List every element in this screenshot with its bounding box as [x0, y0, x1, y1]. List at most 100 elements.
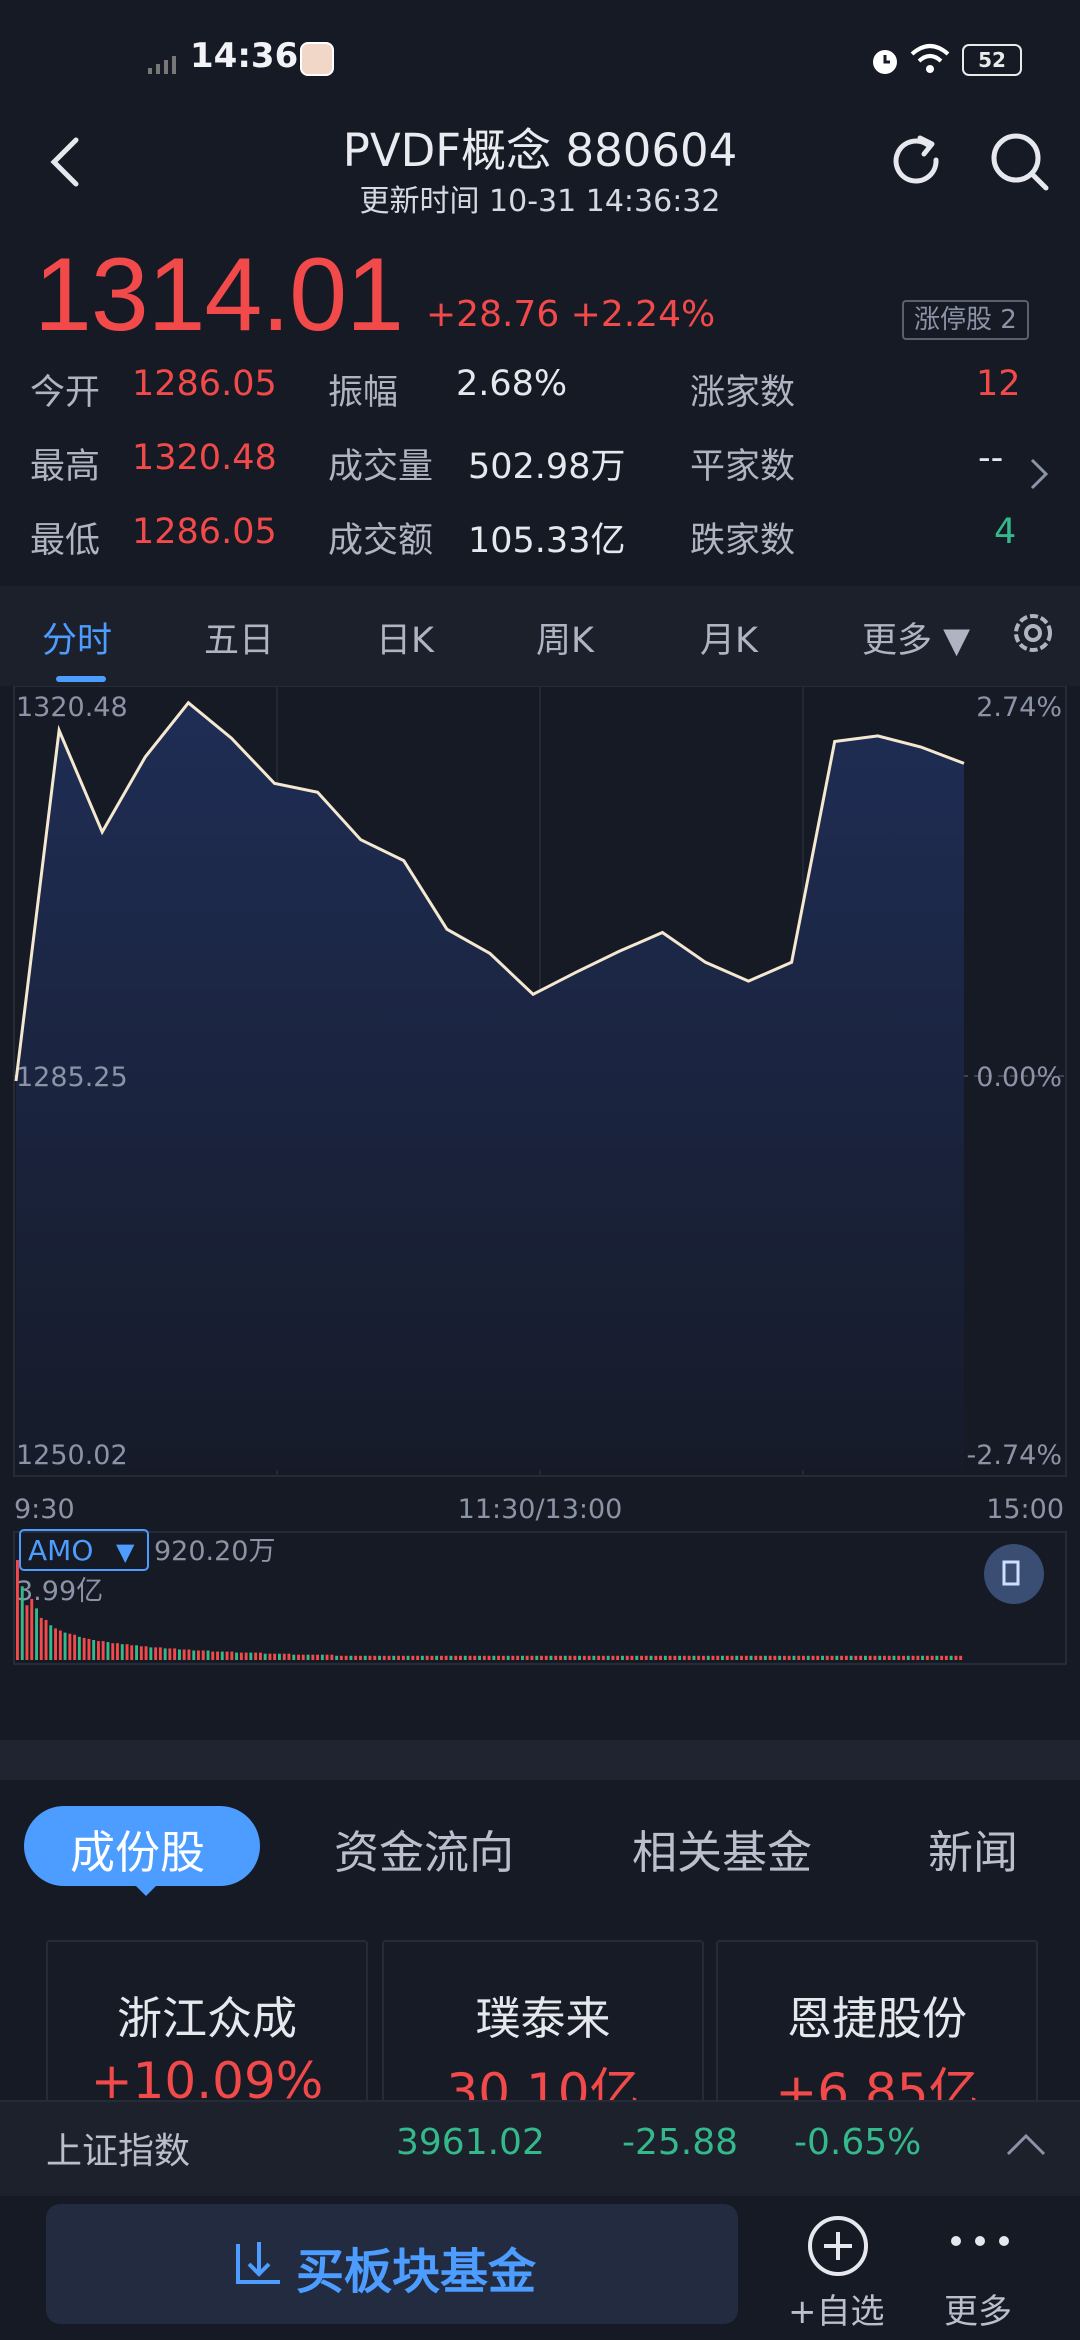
stock-card[interactable]: 浙江众成 +10.09%: [46, 1940, 368, 2102]
volume-bar: [811, 1655, 815, 1660]
volume-bar: [311, 1654, 315, 1660]
avatar-icon: [300, 42, 334, 76]
rotate-screen-icon[interactable]: [984, 1544, 1044, 1604]
volume-bar: [659, 1655, 662, 1660]
volume-bar: [625, 1655, 629, 1660]
volume-bar: [740, 1655, 743, 1660]
volume-bar: [959, 1655, 963, 1660]
volume-bar: [397, 1655, 400, 1660]
volume-bar: [192, 1650, 196, 1660]
price-axis-top: 1320.48: [16, 692, 128, 723]
limit-up-badge[interactable]: 涨停股 2: [902, 300, 1029, 340]
volume-bar: [406, 1655, 410, 1660]
time-label-open: 9:30: [14, 1494, 75, 1525]
search-icon[interactable]: [988, 130, 1052, 194]
volume-bar: [130, 1645, 134, 1660]
volume-bar: [268, 1653, 272, 1660]
add-watchlist-icon[interactable]: [806, 2214, 870, 2278]
volume-bar: [930, 1655, 934, 1660]
volume-bar: [582, 1655, 586, 1660]
volume-bar: [840, 1655, 843, 1660]
volume-bar: [278, 1653, 281, 1660]
volume-bar: [873, 1655, 877, 1660]
index-name: 上证指数: [46, 2131, 191, 2172]
volume-bar: [802, 1655, 805, 1660]
volume-bar: [139, 1646, 143, 1660]
volume-bar: [292, 1654, 296, 1660]
volume-bar: [239, 1652, 243, 1660]
stock-value: 30.10亿: [446, 2063, 640, 2102]
volume-bar: [554, 1655, 558, 1660]
back-button[interactable]: [46, 132, 86, 192]
volume-bar: [349, 1655, 353, 1660]
buy-sector-fund-button[interactable]: [46, 2204, 738, 2324]
volume-bar: [120, 1644, 124, 1660]
volume-bar: [597, 1655, 601, 1660]
gear-icon[interactable]: [1006, 606, 1060, 660]
amo-selector[interactable]: [19, 1529, 149, 1571]
price-change: +28.76 +2.24%: [426, 294, 716, 335]
section-divider: [0, 1740, 1080, 1780]
volume-bar: [387, 1655, 391, 1660]
volume-bar: [320, 1654, 324, 1660]
low-label: 最低: [30, 521, 101, 561]
more-icon[interactable]: [948, 2226, 1012, 2256]
volume-bar: [335, 1655, 339, 1660]
volume-bar: [259, 1652, 262, 1660]
volume-bar: [363, 1655, 367, 1660]
volume-bar: [792, 1655, 796, 1660]
chart-tabs: [0, 586, 1080, 686]
volume-bar: [187, 1649, 191, 1660]
volume-bar: [478, 1655, 481, 1660]
more-label[interactable]: 更多: [944, 2292, 1012, 2332]
volume-bar: [168, 1648, 172, 1660]
volume-bar: [711, 1655, 715, 1660]
tab-daily-k[interactable]: 日K: [376, 621, 434, 661]
volume-bar: [587, 1655, 591, 1660]
volume-bar: [425, 1655, 429, 1660]
volume-bar: [392, 1655, 396, 1660]
tab-weekly-k[interactable]: 周K: [536, 621, 594, 661]
volume-bar: [754, 1655, 758, 1660]
chevron-right-icon[interactable]: [1028, 456, 1050, 492]
stock-name: 恩捷股份: [786, 1992, 967, 2045]
volume-bar: [940, 1655, 944, 1660]
status-time: 14:36: [190, 36, 299, 76]
volume-bar: [459, 1655, 462, 1660]
tab-related-funds[interactable]: 相关基金: [632, 1826, 813, 1879]
volume-bar: [925, 1655, 929, 1660]
stock-value: +10.09%: [90, 2052, 324, 2102]
stock-card[interactable]: 璞泰来 30.10亿: [382, 1940, 704, 2102]
intraday-chart[interactable]: 1320.48 1285.25 1250.02 2.74% 0.00% -2.7…: [0, 686, 1080, 1736]
volume-bar: [487, 1655, 491, 1660]
pct-axis-bottom: -2.74%: [966, 1440, 1062, 1471]
volume-bar: [559, 1655, 562, 1660]
volume-bar: [416, 1655, 420, 1660]
tab-news[interactable]: 新闻: [928, 1826, 1019, 1879]
tab-intraday[interactable]: 分时: [42, 621, 113, 661]
tab-fund-flow[interactable]: 资金流向: [334, 1826, 515, 1879]
stock-card[interactable]: 恩捷股份 +6.85亿: [716, 1940, 1038, 2102]
tab-five-day[interactable]: 五日: [204, 621, 275, 661]
volume-bar: [525, 1655, 529, 1660]
tab-monthly-k[interactable]: 月K: [700, 621, 758, 661]
unchanged-label: 平家数: [690, 447, 796, 487]
tab-more[interactable]: 更多 ▼: [862, 621, 971, 661]
volume-bar: [725, 1655, 729, 1660]
volume-bar: [440, 1655, 443, 1660]
active-tab-pill: [24, 1806, 260, 1886]
chevron-up-icon[interactable]: [1004, 2132, 1048, 2158]
volume-bar: [883, 1655, 886, 1660]
tab-constituents[interactable]: 成份股: [70, 1826, 206, 1879]
volume-bar: [468, 1655, 472, 1660]
volume-bar: [473, 1655, 477, 1660]
volume-value: 502.98万: [468, 447, 626, 487]
index-ticker-bar[interactable]: [0, 2100, 1080, 2198]
tab-indicator: [56, 676, 106, 682]
volume-bar: [549, 1655, 553, 1660]
add-watchlist-label[interactable]: +自选: [788, 2292, 885, 2332]
refresh-icon[interactable]: [884, 130, 948, 194]
volume-bar: [787, 1655, 791, 1660]
open-label: 今开: [30, 373, 101, 413]
current-price: 1314.01: [34, 237, 404, 353]
